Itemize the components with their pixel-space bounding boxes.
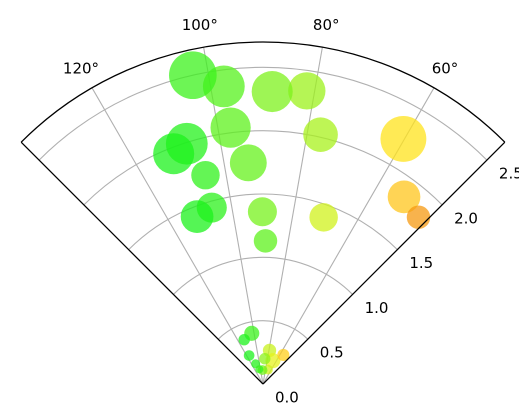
polar-frame	[20, 41, 506, 385]
scatter-point	[303, 117, 338, 153]
scatter-point	[251, 71, 293, 113]
scatter-point	[238, 334, 250, 346]
scatter-point	[277, 348, 290, 361]
scatter-point	[247, 197, 277, 227]
r-tick-label: 0.5	[320, 344, 344, 362]
scatter-point	[406, 205, 431, 229]
r-tick-label: 0.0	[275, 389, 299, 407]
scatter-point	[253, 229, 278, 253]
scatter-point	[387, 180, 421, 214]
r-tick-labels: 0.0 0.5 1.0 1.5 2.0 2.5	[275, 165, 519, 407]
theta-grid-line	[91, 87, 264, 385]
theta-tick-label: 100°	[182, 16, 218, 34]
scatter-points	[153, 51, 431, 376]
edge-line	[20, 141, 264, 385]
r-tick-label: 2.5	[499, 165, 519, 183]
scatter-point	[210, 107, 251, 148]
r-grid-arc	[173, 256, 353, 295]
r-tick-label: 1.5	[409, 254, 433, 272]
theta-tick-label: 120°	[63, 59, 99, 77]
r-grid-arc	[83, 130, 443, 206]
scatter-point	[229, 144, 267, 182]
theta-tick-labels: 60° 80° 100° 120°	[63, 16, 458, 77]
scatter-point	[259, 353, 271, 365]
polar-grid	[38, 47, 488, 385]
r-grid-arc	[38, 66, 488, 161]
scatter-point	[191, 160, 220, 190]
outer-arc	[20, 41, 506, 143]
theta-tick-label: 80°	[313, 16, 340, 34]
theta-tick-label: 60°	[432, 59, 459, 77]
scatter-point	[309, 203, 338, 232]
scatter-point	[243, 350, 255, 361]
scatter-point	[380, 115, 427, 162]
scatter-point	[288, 72, 326, 110]
scatter-point	[255, 365, 264, 374]
r-tick-label: 1.0	[365, 299, 389, 317]
scatter-point	[169, 51, 217, 100]
edge-line	[262, 141, 506, 385]
r-tick-label: 2.0	[454, 209, 478, 227]
scatter-point	[153, 133, 195, 175]
scatter-point	[180, 200, 214, 233]
r-grid-arc	[128, 193, 398, 251]
r-grid-arc	[217, 320, 309, 340]
